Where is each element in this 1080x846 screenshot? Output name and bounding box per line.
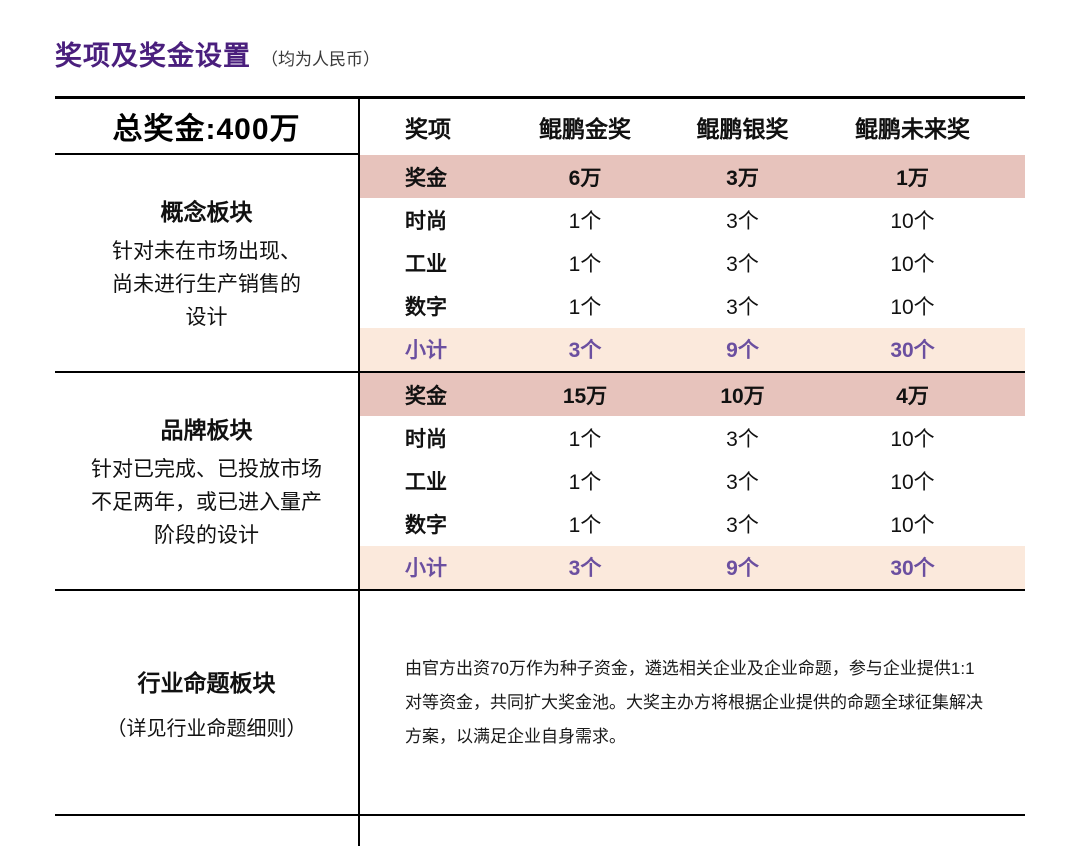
cell-value: 1个 — [568, 470, 602, 494]
cell-value: 3个 — [568, 339, 602, 363]
cell-value: 10个 — [890, 514, 935, 538]
section-description: 针对未在市场出现、 尚未进行生产销售的 设计 — [112, 239, 301, 329]
section-industry: 行业命题板块 （详见行业命题细则） 由官方出资70万作为种子资金，遴选相关企业及… — [55, 591, 1025, 816]
section-name: 品牌板块 — [160, 416, 253, 443]
column-header-category: 奖项 — [405, 116, 451, 142]
cell-value: 10个 — [890, 470, 935, 494]
section-brand-rows: 奖金 15万 10万 4万 时尚 1个 3个 10个 工业 1个 3个 10个 — [360, 373, 1025, 589]
cell-value: 10个 — [890, 252, 935, 276]
section-industry-detail: 由官方出资70万作为种子资金，遴选相关企业及企业命题，参与企业提供1:1对等资金… — [360, 591, 1025, 814]
cell-value: 1个 — [568, 427, 602, 451]
table-row-industrial: 工业 1个 3个 10个 — [360, 459, 1025, 502]
page-header: 奖项及奖金设置 （均为人民币） — [55, 34, 1025, 78]
cell-value: 3个 — [726, 209, 759, 233]
page-subtitle: （均为人民币） — [261, 50, 380, 69]
row-label: 数字 — [405, 514, 447, 538]
table-row-industrial: 工业 1个 3个 10个 — [360, 241, 1025, 284]
cell-value: 30个 — [890, 557, 935, 581]
section-name: 行业命题板块 — [137, 670, 276, 696]
cell-value: 1个 — [568, 209, 602, 233]
row-label: 小计 — [405, 339, 447, 363]
cell-value: 30个 — [890, 339, 935, 363]
section-concept-rows: 奖金 6万 3万 1万 时尚 1个 3个 10个 工业 1个 3个 10个 — [360, 155, 1025, 371]
column-header-silver: 鲲鹏银奖 — [696, 116, 789, 142]
stub-left-cell — [55, 816, 360, 846]
awards-table: 总奖金:400万 奖项 鲲鹏金奖 鲲鹏银奖 鲲鹏未来奖 概念板块 针对未在市场出… — [55, 96, 1025, 846]
table-row-prize: 奖金 15万 10万 4万 — [360, 373, 1025, 417]
column-header-future: 鲲鹏未来奖 — [855, 116, 970, 142]
row-label: 奖金 — [405, 166, 447, 190]
section-brand: 品牌板块 针对已完成、已投放市场 不足两年，或已进入量产 阶段的设计 奖金 15… — [55, 373, 1025, 591]
cell-value: 4万 — [896, 384, 929, 408]
cell-value: 3个 — [726, 296, 759, 320]
page-title: 奖项及奖金设置 — [55, 41, 251, 71]
section-industry-info: 行业命题板块 （详见行业命题细则） — [55, 591, 360, 814]
table-row-fashion: 时尚 1个 3个 10个 — [360, 198, 1025, 241]
stub-right-cell — [360, 816, 1025, 846]
table-stub-row — [55, 816, 1025, 846]
table-row-subtotal: 小计 3个 9个 30个 — [360, 545, 1025, 589]
cell-value: 3个 — [726, 252, 759, 276]
row-label: 工业 — [405, 252, 447, 276]
cell-value: 9个 — [726, 339, 759, 363]
row-label: 小计 — [405, 557, 447, 581]
total-prize-cell: 总奖金:400万 — [55, 99, 360, 155]
table-row-fashion: 时尚 1个 3个 10个 — [360, 416, 1025, 459]
section-concept: 概念板块 针对未在市场出现、 尚未进行生产销售的 设计 奖金 6万 3万 1万 … — [55, 155, 1025, 373]
cell-value: 10万 — [720, 384, 765, 408]
table-row-digital: 数字 1个 3个 10个 — [360, 285, 1025, 328]
section-description: 针对已完成、已投放市场 不足两年，或已进入量产 阶段的设计 — [91, 457, 322, 547]
cell-value: 9个 — [726, 557, 759, 581]
column-header-gold: 鲲鹏金奖 — [539, 116, 631, 142]
section-note: （详见行业命题细则） — [106, 718, 307, 740]
cell-value: 3个 — [568, 557, 602, 581]
cell-value: 3个 — [726, 514, 759, 538]
row-label: 奖金 — [405, 384, 447, 408]
cell-value: 1个 — [568, 296, 602, 320]
cell-value: 1万 — [896, 166, 929, 190]
section-name: 概念板块 — [160, 198, 253, 225]
table-row-digital: 数字 1个 3个 10个 — [360, 503, 1025, 546]
cell-value: 3个 — [726, 470, 759, 494]
cell-value: 6万 — [568, 166, 602, 190]
table-header-row: 总奖金:400万 奖项 鲲鹏金奖 鲲鹏银奖 鲲鹏未来奖 — [55, 99, 1025, 155]
cell-value: 10个 — [890, 296, 935, 320]
total-prize: 总奖金:400万 — [112, 113, 301, 146]
section-brand-info: 品牌板块 针对已完成、已投放市场 不足两年，或已进入量产 阶段的设计 — [55, 373, 360, 589]
row-label: 时尚 — [405, 209, 447, 233]
cell-value: 10个 — [890, 427, 935, 451]
cell-value: 15万 — [562, 384, 608, 408]
cell-value: 1个 — [568, 514, 602, 538]
table-row-prize: 奖金 6万 3万 1万 — [360, 155, 1025, 199]
cell-value: 3个 — [726, 427, 759, 451]
row-label: 时尚 — [405, 427, 447, 451]
row-label: 工业 — [405, 470, 447, 494]
industry-description: 由官方出资70万作为种子资金，遴选相关企业及企业命题，参与企业提供1:1对等资金… — [405, 658, 983, 746]
cell-value: 1个 — [568, 252, 602, 276]
section-concept-info: 概念板块 针对未在市场出现、 尚未进行生产销售的 设计 — [55, 155, 360, 371]
column-headers: 奖项 鲲鹏金奖 鲲鹏银奖 鲲鹏未来奖 — [360, 99, 1025, 155]
cell-value: 3万 — [726, 166, 759, 190]
cell-value: 10个 — [890, 209, 935, 233]
table-row-subtotal: 小计 3个 9个 30个 — [360, 327, 1025, 371]
row-label: 数字 — [405, 296, 447, 320]
